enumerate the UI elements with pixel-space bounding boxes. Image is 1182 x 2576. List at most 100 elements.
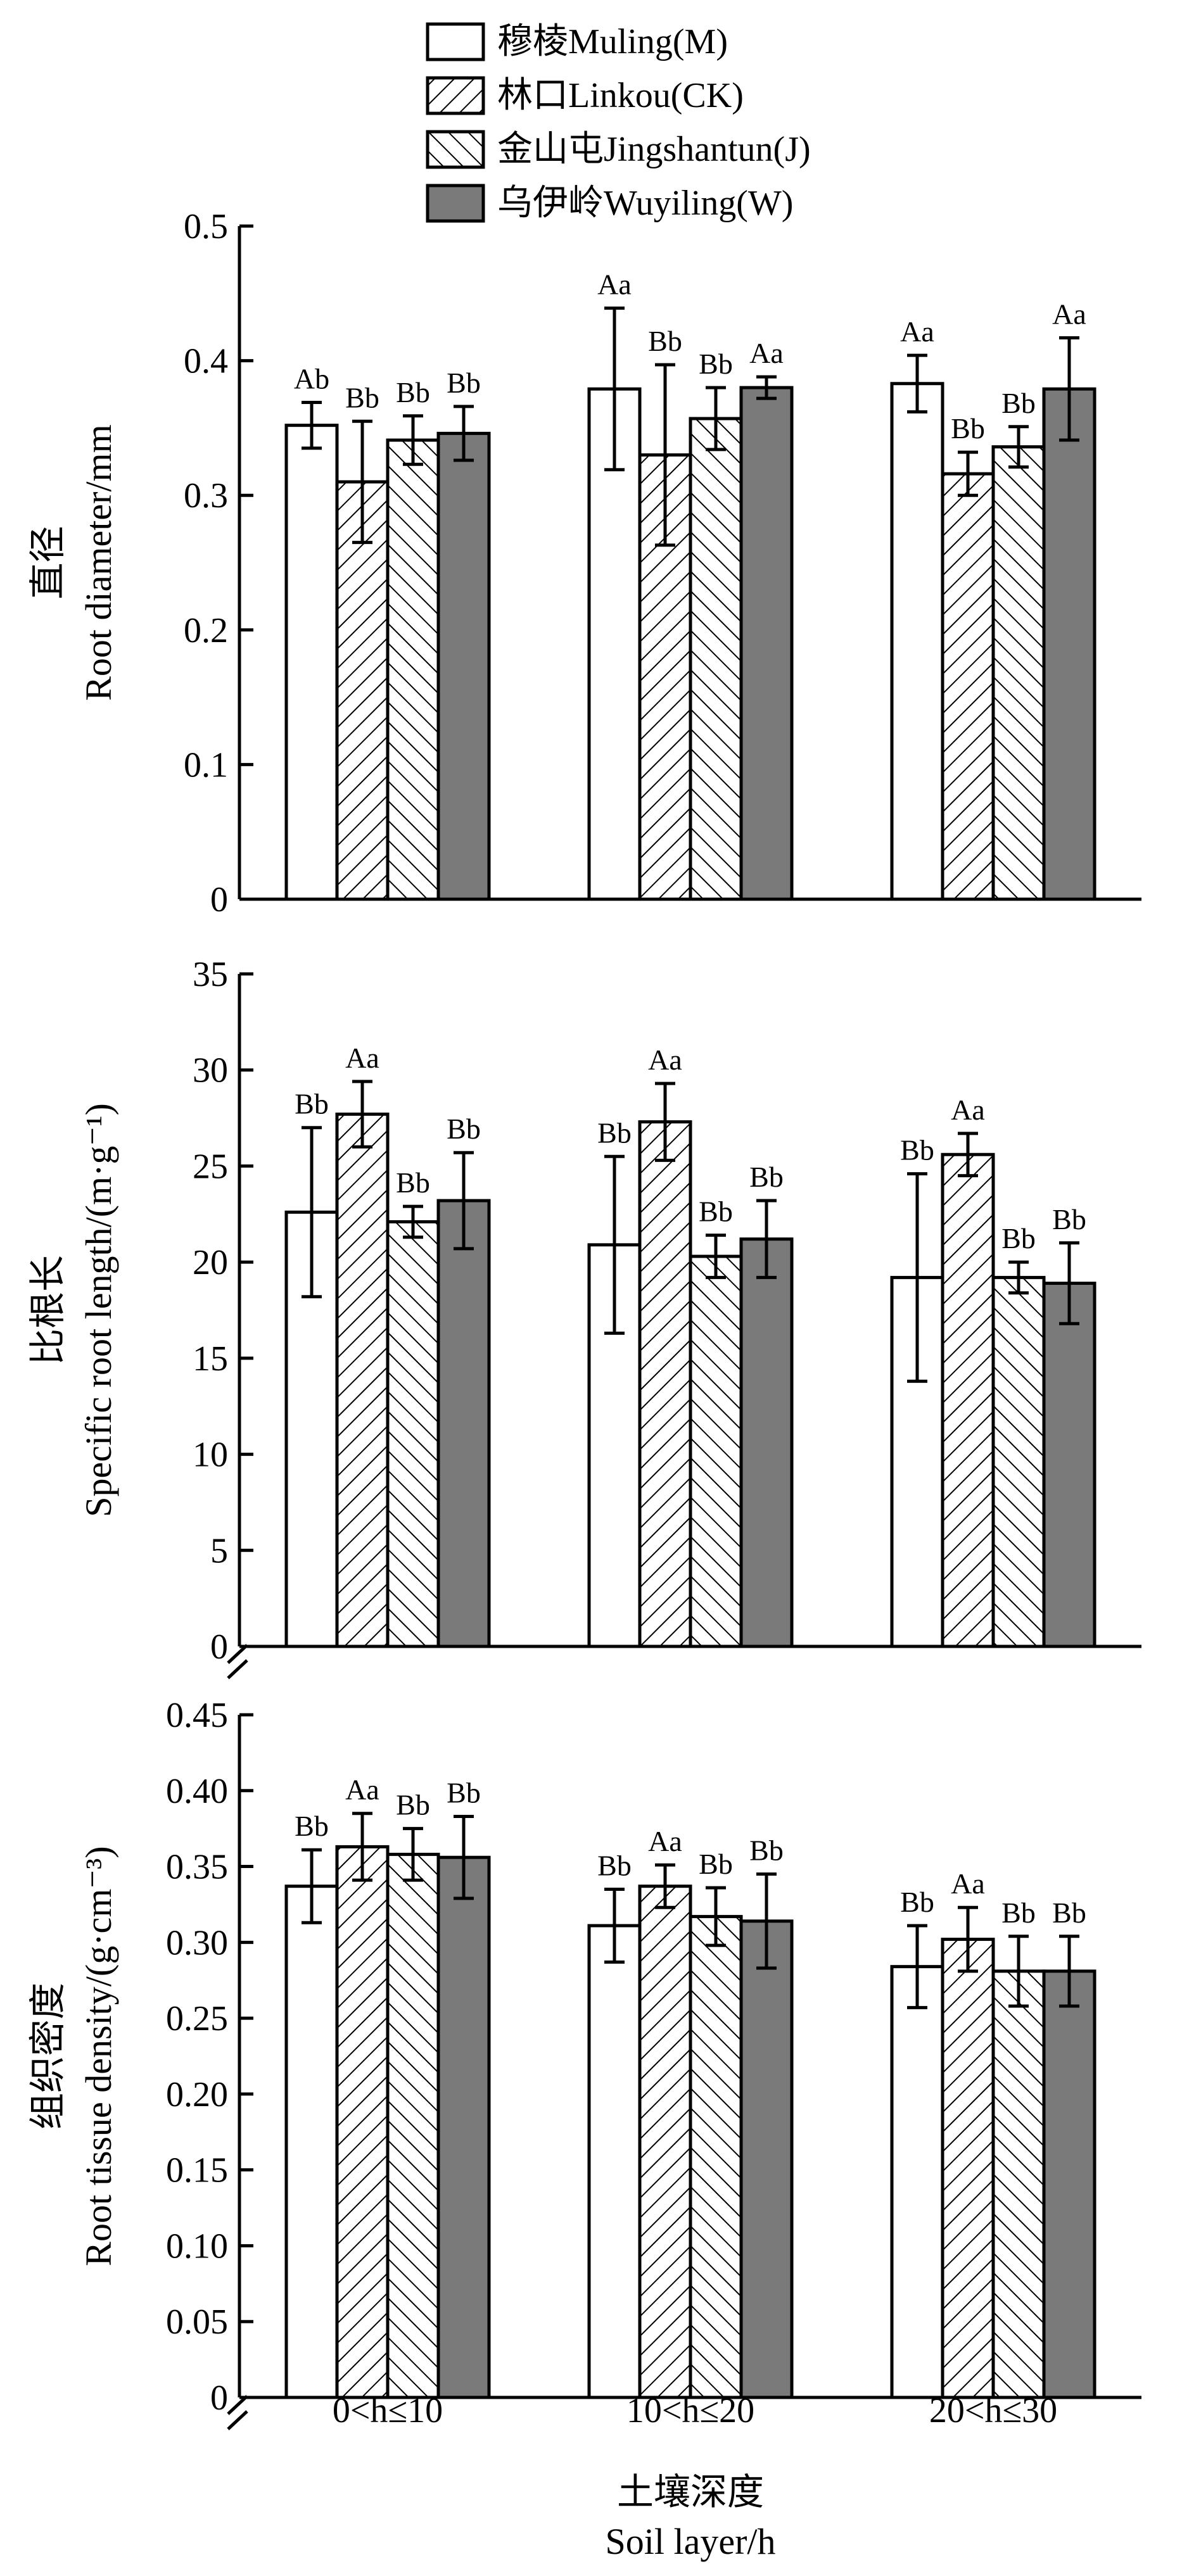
y-axis-title-en: Root tissue density/(g·cm⁻³)	[78, 1846, 119, 2266]
significance-label: Bb	[648, 325, 682, 357]
significance-label: Bb	[1001, 1222, 1036, 1254]
significance-label: Aa	[648, 1825, 682, 1857]
y-tick-label: 0.2	[184, 611, 228, 650]
y-tick-label: 15	[193, 1339, 228, 1379]
bar-jingshantun	[689, 1915, 743, 2399]
bar-jingshantun	[386, 1220, 440, 1648]
legend-swatch-linkou	[426, 76, 485, 115]
significance-label: Bb	[699, 1848, 733, 1880]
significance-label: Bb	[396, 1166, 430, 1199]
significance-label: Bb	[447, 1777, 481, 1809]
x-tick-label: 10<h≤20	[626, 2391, 754, 2430]
y-axis-title-cn: 直径	[27, 526, 68, 599]
y-tick-label: 30	[193, 1051, 228, 1090]
y-tick-label: 0.10	[166, 2226, 228, 2266]
significance-label: Bb	[1001, 1897, 1036, 1929]
bar-jingshantun	[386, 438, 440, 901]
significance-label: Aa	[597, 268, 632, 301]
bar-jingshantun	[689, 417, 743, 901]
bar-linkou	[941, 472, 995, 901]
legend-item-jingshantun: 金山屯Jingshantun(J)	[426, 130, 811, 169]
bar-jingshantun	[991, 1275, 1046, 1648]
legend-swatch-wuyiling	[426, 184, 485, 223]
bar-wuyiling	[1042, 1969, 1096, 2399]
legend-item-linkou: 林口Linkou(CK)	[426, 76, 744, 115]
y-axis-title-cn: 组织密度	[27, 1983, 68, 2130]
bar-linkou	[638, 1885, 692, 2399]
bar-wuyiling	[1042, 1282, 1096, 1648]
legend: 穆棱Muling(M) 林口Linkou(CK) 金山屯Jingshantun(…	[426, 22, 811, 223]
bar-jingshantun	[689, 1254, 743, 1648]
bar-linkou	[638, 1120, 692, 1648]
bar-linkou	[335, 1845, 390, 2399]
significance-label: Aa	[749, 337, 784, 369]
significance-label: Bb	[951, 412, 985, 445]
y-tick-label: 0.05	[166, 2302, 228, 2342]
significance-label: Bb	[295, 1810, 329, 1842]
y-tick-label: 0	[210, 1627, 228, 1667]
bar-wuyiling	[436, 1855, 491, 2399]
y-tick-label: 0.20	[166, 2075, 228, 2114]
significance-label: Bb	[749, 1161, 784, 1193]
bar-muling	[587, 1924, 642, 2399]
bar-jingshantun	[991, 445, 1046, 901]
significance-label: Bb	[447, 367, 481, 399]
significance-label: Bb	[1001, 387, 1036, 419]
significance-label: Bb	[900, 1134, 934, 1166]
bar-wuyiling	[739, 1237, 794, 1648]
y-tick-label: 0.40	[166, 1772, 228, 1811]
legend-item-muling: 穆棱Muling(M)	[426, 22, 728, 61]
panel-root-diameter: 0 0.1 0.2 0.3 0.4 0.5 直径 Root diameter/mm Ab Aa Aa…	[27, 207, 1141, 919]
bar-jingshantun	[991, 1969, 1046, 2399]
axis-break-mark	[227, 2410, 248, 2430]
x-tick-label: 0<h≤10	[333, 2391, 443, 2430]
y-axis-title-en: Specific root length/(m·g⁻¹)	[78, 1103, 119, 1517]
bar-wuyiling	[436, 431, 491, 901]
significance-label: Bb	[900, 1886, 934, 1918]
y-tick-label: 0.1	[184, 745, 228, 785]
y-tick-label: 35	[193, 955, 228, 994]
y-tick-label: 5	[210, 1531, 228, 1570]
bar-muling	[890, 382, 944, 901]
y-tick-label: 20	[193, 1243, 228, 1282]
significance-label: Bb	[1052, 1897, 1086, 1929]
legend-label-muling: 穆棱Muling(M)	[497, 22, 728, 61]
y-tick-label: 0	[210, 880, 228, 919]
significance-label: Bb	[1052, 1203, 1086, 1235]
y-tick-label: 10	[193, 1436, 228, 1475]
bar-linkou	[335, 1113, 390, 1648]
axis-break-mark	[227, 1659, 248, 1679]
x-axis-title-cn: 土壤深度	[617, 2472, 764, 2513]
x-axis-title-en: Soil layer/h	[605, 2521, 775, 2562]
significance-label: Bb	[295, 1088, 329, 1120]
y-tick-label: 0.35	[166, 1848, 228, 1887]
significance-label: Aa	[951, 1867, 985, 1900]
axis-break-mark	[227, 1644, 248, 1664]
bar-linkou	[941, 1152, 995, 1648]
significance-label: Aa	[345, 1042, 379, 1074]
y-tick-label: 0.4	[184, 342, 228, 381]
significance-label: Aa	[345, 1774, 379, 1806]
significance-label: Bb	[597, 1116, 632, 1149]
bar-muling	[284, 1885, 339, 2399]
significance-label: Bb	[345, 381, 379, 414]
significance-label: Bb	[749, 1834, 784, 1867]
y-axis-title-cn: 比根长	[27, 1255, 68, 1365]
significance-label: Bb	[447, 1113, 481, 1145]
bar-jingshantun	[386, 1852, 440, 2399]
legend-label-wuyiling: 乌伊岭Wuyiling(W)	[497, 184, 793, 223]
panel-root-tissue-density: 0 0.05 0.10 0.15 0.20 0.25 0.30 0.35 0.40 0.45 组织密…	[27, 1696, 1141, 2430]
bar-wuyiling	[1042, 387, 1096, 901]
significance-label: Bb	[699, 1196, 733, 1228]
legend-swatch-jingshantun	[426, 130, 485, 169]
significance-label: Aa	[648, 1044, 682, 1076]
axis-break-mark	[227, 2395, 248, 2415]
y-tick-label: 0.5	[184, 207, 228, 246]
legend-swatch-muling	[426, 22, 485, 61]
significance-label: Bb	[699, 348, 733, 380]
y-axis-title-en: Root diameter/mm	[78, 424, 119, 701]
bar-wuyiling	[436, 1199, 491, 1648]
y-tick-label: 0.45	[166, 1696, 228, 1735]
